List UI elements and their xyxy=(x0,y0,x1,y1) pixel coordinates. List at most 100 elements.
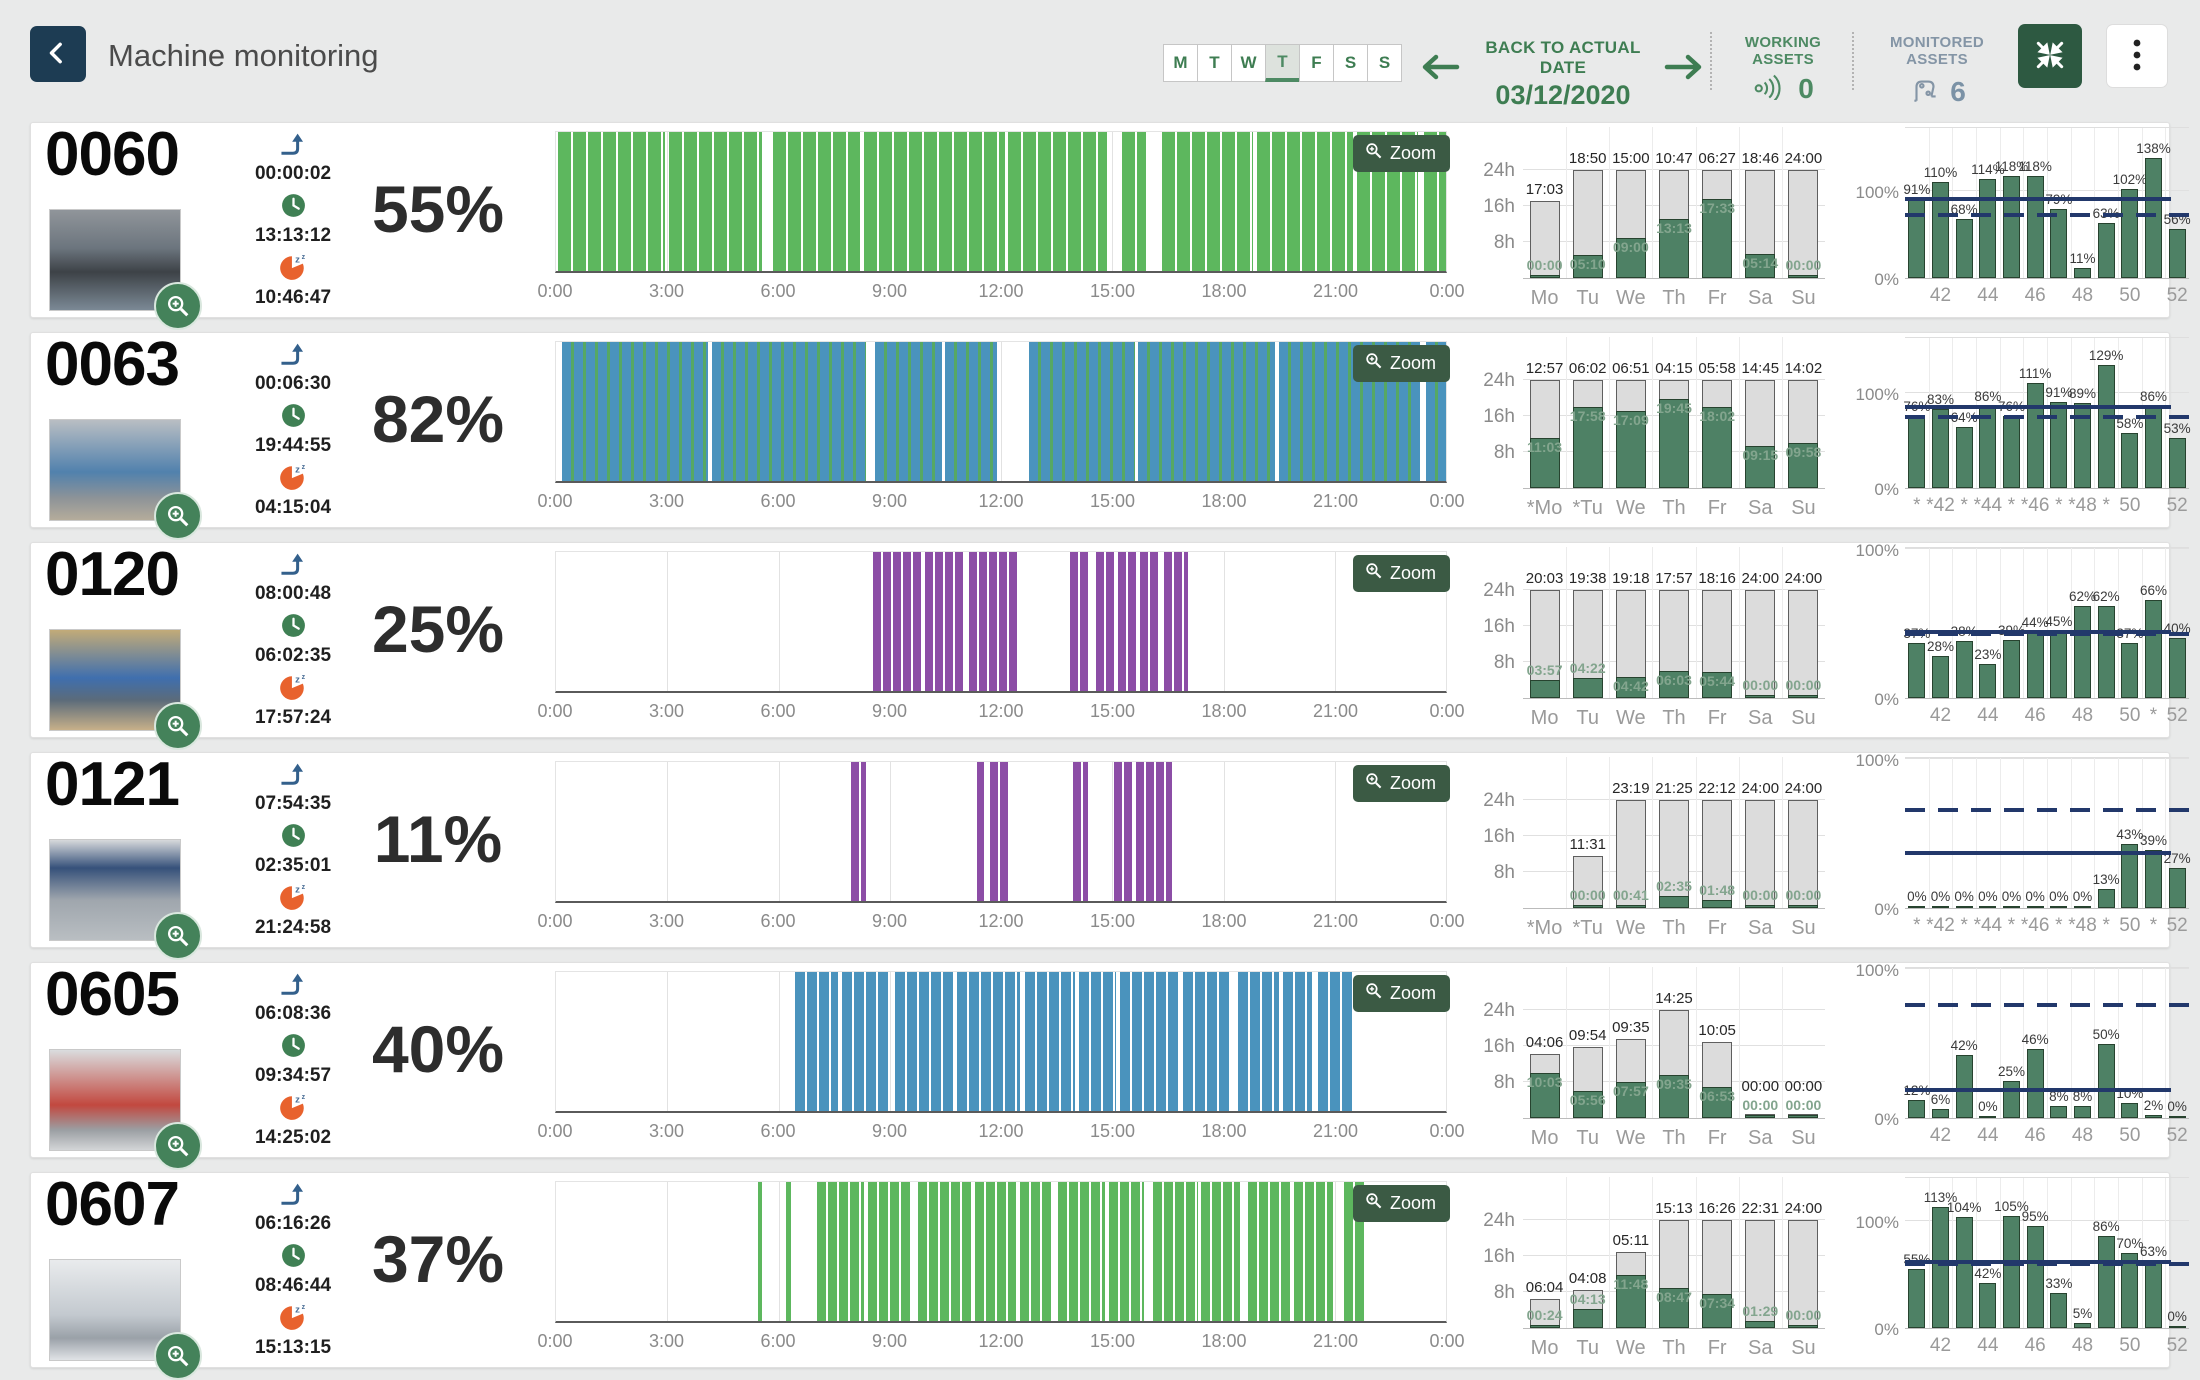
machine-photo[interactable] xyxy=(49,629,202,750)
axis-label: 0:00 xyxy=(537,1121,573,1141)
axis-label: Sa xyxy=(1748,917,1773,939)
idle-time: 14:25:02 xyxy=(254,1127,332,1148)
weekday-box-6[interactable]: S xyxy=(1367,44,1402,82)
zoom-button[interactable]: Zoom xyxy=(1353,555,1451,592)
run-hours-label: 09:35 xyxy=(1656,1075,1692,1092)
axis-label: 52 xyxy=(2166,705,2188,726)
magnifier-plus-icon xyxy=(1364,351,1383,375)
timeline-segment xyxy=(1282,972,1313,1111)
week-percent-label: 0% xyxy=(1907,888,1927,904)
machine-photo[interactable] xyxy=(49,209,202,330)
timeline-segment xyxy=(945,342,998,481)
run-hours-label: 19:45 xyxy=(1656,400,1692,417)
run-time: 08:46:44 xyxy=(254,1275,332,1296)
axis-label: 15:00 xyxy=(1089,1331,1136,1351)
target-line xyxy=(1905,1002,2195,1007)
week-bar xyxy=(2074,403,2091,488)
grid-line xyxy=(2165,1178,2167,1328)
next-day-button[interactable] xyxy=(1662,48,1706,88)
total-hours-label: 15:13 xyxy=(1655,1200,1693,1217)
idle-time: 15:13:15 xyxy=(254,1337,332,1358)
photo-zoom-icon[interactable] xyxy=(154,282,202,330)
machine-photo[interactable] xyxy=(49,419,202,540)
grid-line xyxy=(1928,338,1930,488)
axis-label: 8h xyxy=(1493,232,1515,253)
run-hours-label: 05:56 xyxy=(1569,1092,1606,1109)
grid-line xyxy=(1999,758,2001,908)
day-timeline-chart: 0:00 3:00 6:00 9:00 12:00 15:00 18:00 21:00 0:00 xyxy=(537,131,1465,309)
machine-photo[interactable] xyxy=(49,1049,202,1170)
daily-bar-run xyxy=(1615,1082,1646,1118)
axis-label: Sa xyxy=(1748,1127,1773,1149)
grid-line xyxy=(1695,757,1697,908)
zoom-button-label: Zoom xyxy=(1390,142,1437,163)
weekday-box-1[interactable]: T xyxy=(1197,44,1232,82)
timeline-segment xyxy=(863,132,1005,271)
magnifier-plus-icon xyxy=(1364,141,1383,165)
timeline-segment xyxy=(1058,1182,1105,1321)
axis-label: 0:00 xyxy=(1429,911,1465,931)
axis-label: 6:00 xyxy=(760,281,796,301)
week-bar xyxy=(2074,1106,2091,1118)
weekly-x-axis: 42 44 46 48 50 * 52 xyxy=(1905,705,2189,731)
weekday-box-4[interactable]: F xyxy=(1299,44,1334,82)
run-hours-label: 04:13 xyxy=(1569,1291,1606,1308)
machine-photo[interactable] xyxy=(49,839,202,960)
grid-line xyxy=(667,762,669,901)
axis-label: 12:00 xyxy=(978,281,1024,301)
weekday-box-3[interactable]: T xyxy=(1265,44,1300,82)
weekday-box-2[interactable]: W xyxy=(1231,44,1266,82)
axis-label: * xyxy=(2055,495,2063,516)
grid-line xyxy=(889,972,891,1111)
grid-line xyxy=(2047,338,2048,488)
idle-time: 21:24:58 xyxy=(254,917,332,938)
timeline-segment xyxy=(975,1182,1016,1321)
photo-zoom-icon[interactable] xyxy=(154,1122,202,1170)
run-hours-label: 04:42 xyxy=(1612,677,1649,694)
grid-line xyxy=(667,552,669,691)
previous-day-button[interactable] xyxy=(1418,48,1462,88)
zoom-button[interactable]: Zoom xyxy=(1353,345,1451,382)
total-hours-label: 00:00 xyxy=(1784,1077,1823,1095)
photo-zoom-icon[interactable] xyxy=(154,912,202,960)
back-button[interactable] xyxy=(30,26,86,82)
axis-label: 50 xyxy=(2119,915,2141,936)
weekday-box-0[interactable]: M xyxy=(1163,44,1198,82)
timeline-segment xyxy=(1069,552,1089,691)
grid-line xyxy=(1223,762,1225,901)
week-percent-label: 62% xyxy=(2068,588,2097,604)
week-bar xyxy=(1979,1115,1997,1118)
zoom-button[interactable]: Zoom xyxy=(1353,1185,1451,1222)
chevron-left-icon xyxy=(45,40,71,69)
more-options-button[interactable] xyxy=(2106,24,2168,88)
total-hours-label: 19:18 xyxy=(1612,570,1650,587)
photo-zoom-icon[interactable] xyxy=(154,492,202,540)
zoom-button[interactable]: Zoom xyxy=(1353,975,1451,1012)
grid-line xyxy=(1695,967,1697,1118)
date-block[interactable]: BACK TO ACTUAL DATE 03/12/2020 xyxy=(1468,38,1658,111)
week-bar xyxy=(1955,427,1973,488)
daily-bar-run xyxy=(1615,676,1646,698)
zoom-button[interactable]: Zoom xyxy=(1353,135,1451,172)
startup-time: 08:00:48 xyxy=(254,583,332,604)
photo-zoom-icon[interactable] xyxy=(154,702,202,750)
total-hours-label: 10:05 xyxy=(1698,1021,1736,1039)
photo-zoom-icon[interactable] xyxy=(154,1332,202,1380)
timeline-plot xyxy=(555,131,1447,273)
grid-line xyxy=(2165,758,2167,908)
arrow-right-icon xyxy=(1664,54,1704,85)
grid-line xyxy=(2141,338,2143,488)
axis-label: 0% xyxy=(1874,480,1899,499)
collapse-view-button[interactable] xyxy=(2018,24,2082,88)
machine-photo[interactable] xyxy=(49,1259,202,1380)
zoom-button[interactable]: Zoom xyxy=(1353,765,1451,802)
svg-text:z: z xyxy=(302,1304,306,1311)
total-hours-label: 14:02 xyxy=(1784,360,1823,377)
grid-line xyxy=(1609,967,1611,1118)
weekday-box-5[interactable]: S xyxy=(1333,44,1368,82)
run-hours-label: 09:58 xyxy=(1785,444,1822,461)
grid-line xyxy=(1566,967,1568,1118)
working-assets: WORKING ASSETS 0 xyxy=(1722,34,1844,105)
weekly-percent-chart: 100%0%76%83%64%86%76%111%91%89%129%58%86… xyxy=(1847,337,2200,527)
